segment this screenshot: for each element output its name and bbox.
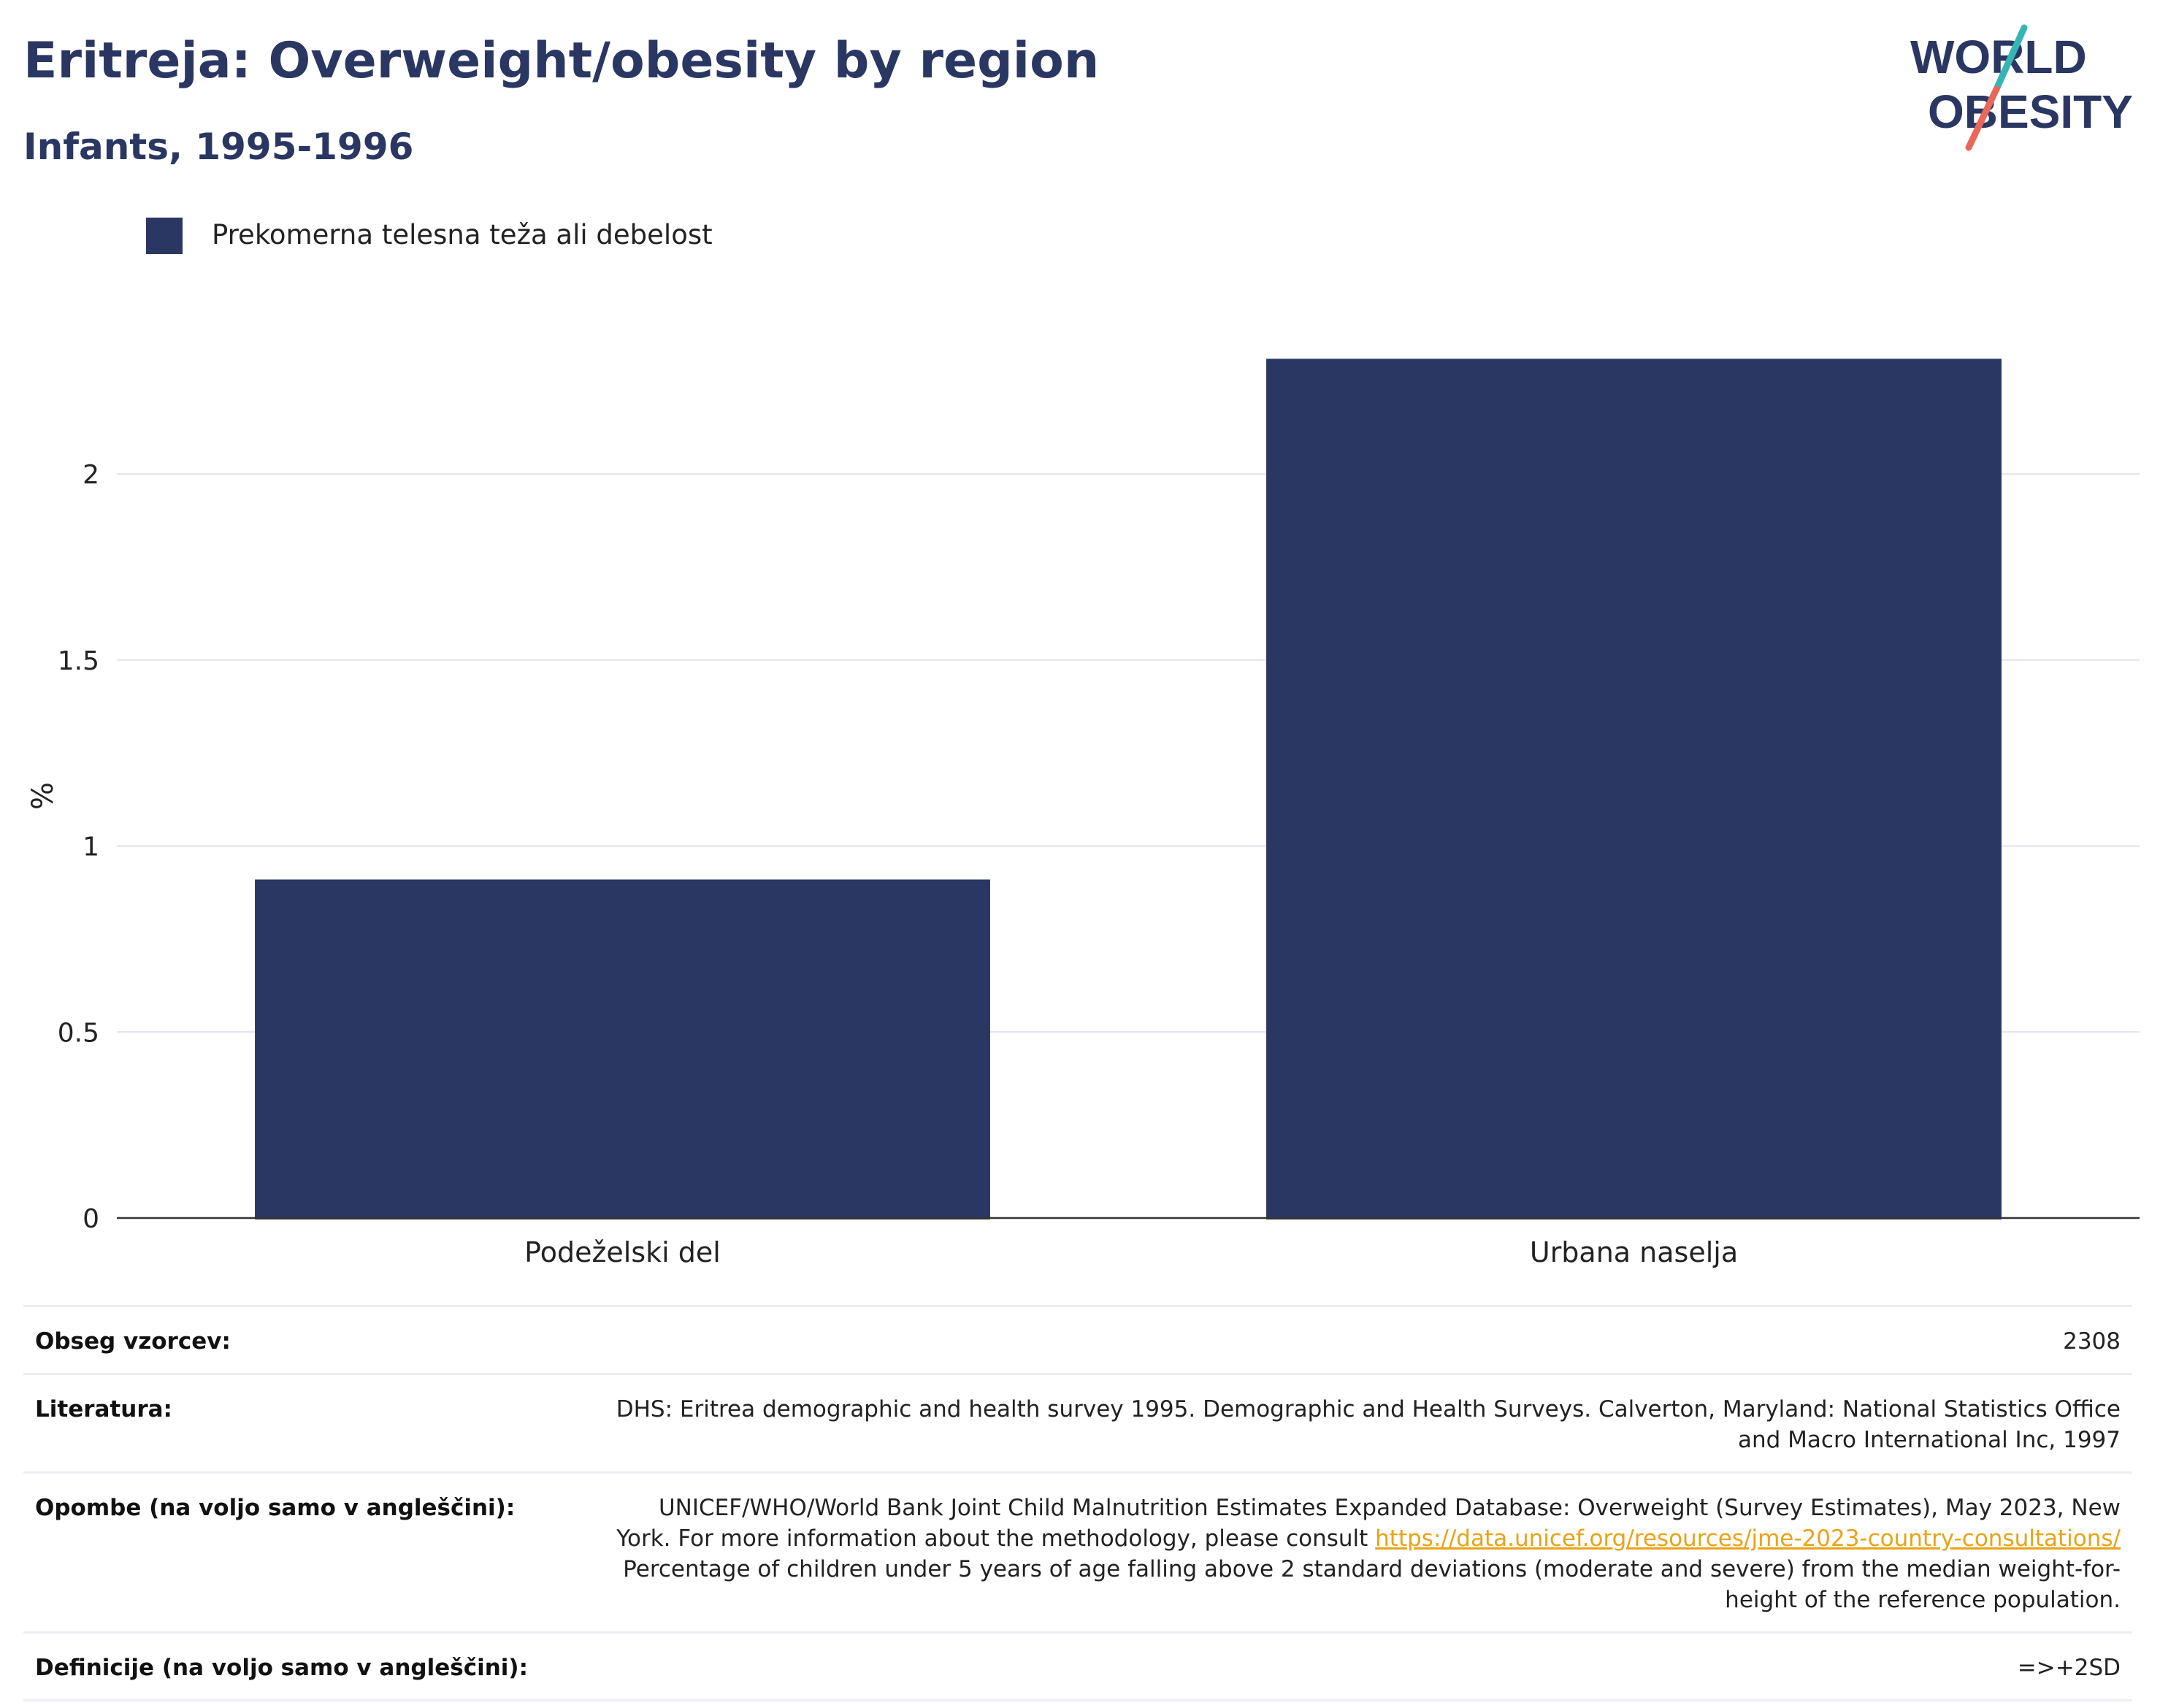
x-category-label: Podeželski del <box>524 1236 721 1268</box>
definitions-label: Definicije (na voljo samo v angleščini): <box>35 1655 528 1681</box>
y-tick-label: 0 <box>83 1204 99 1234</box>
y-tick-labels: 0 0.5 1 1.5 2 <box>58 460 99 1234</box>
world-obesity-logo: WORLD OBESITY <box>1910 24 2133 151</box>
logo-slash-coral <box>1965 85 2000 151</box>
x-category-label: Urbana naselja <box>1530 1236 1738 1268</box>
y-tick-label: 1 <box>83 832 99 862</box>
bar-2[interactable] <box>1266 359 2002 1219</box>
y-tick-label: 1.5 <box>58 646 99 676</box>
bar-chart: 0 0.5 1 1.5 2 Podeželski del Urbana naselja % <box>26 359 2140 1268</box>
methodology-link[interactable]: https://data.unicef.org/resources/jme-20… <box>1375 1525 2121 1552</box>
notes-value: UNICEF/WHO/World Bank Joint Child Malnut… <box>602 1493 2121 1615</box>
literature-value: DHS: Eritrea demographic and health surv… <box>616 1396 2121 1453</box>
x-category-labels: Podeželski del Urbana naselja <box>524 1236 1738 1268</box>
chart-subtitle: Infants, 1995-1996 <box>23 126 414 168</box>
legend-swatch <box>146 218 183 254</box>
notes-label: Opombe (na voljo samo v angleščini): <box>35 1495 516 1521</box>
metadata-table: Obseg vzorcev: 2308 Literatura: DHS: Eri… <box>23 1305 2132 1701</box>
meta-row-notes: Opombe (na voljo samo v angleščini): UNI… <box>23 1471 2132 1631</box>
logo-line2: OBESITY <box>1928 85 2133 138</box>
chart-title: Eritreja: Overweight/obesity by region <box>23 32 1100 90</box>
bar-1[interactable] <box>255 879 990 1219</box>
meta-row-sample: Obseg vzorcev: 2308 <box>23 1305 2132 1373</box>
legend-label: Prekomerna telesna teža ali debelost <box>212 219 713 250</box>
notes-text-2: Percentage of children under 5 years of … <box>623 1556 2121 1613</box>
meta-row-definitions: Definicije (na voljo samo v angleščini):… <box>23 1631 2132 1701</box>
bars <box>255 359 2002 1219</box>
logo-line1: WORLD <box>1910 31 2087 83</box>
meta-row-literature: Literatura: DHS: Eritrea demographic and… <box>23 1373 2132 1471</box>
definitions-value: =>+2SD <box>2017 1655 2121 1681</box>
y-tick-label: 0.5 <box>58 1018 99 1048</box>
sample-size-label: Obseg vzorcev: <box>35 1328 231 1355</box>
y-tick-label: 2 <box>83 460 99 490</box>
literature-label: Literatura: <box>35 1396 172 1422</box>
notes-text-1: UNICEF/WHO/World Bank Joint Child Malnut… <box>616 1495 2121 1552</box>
sample-size-value: 2308 <box>2063 1328 2121 1355</box>
logo-slash-teal <box>1993 24 2028 93</box>
y-axis-title: % <box>26 782 60 810</box>
